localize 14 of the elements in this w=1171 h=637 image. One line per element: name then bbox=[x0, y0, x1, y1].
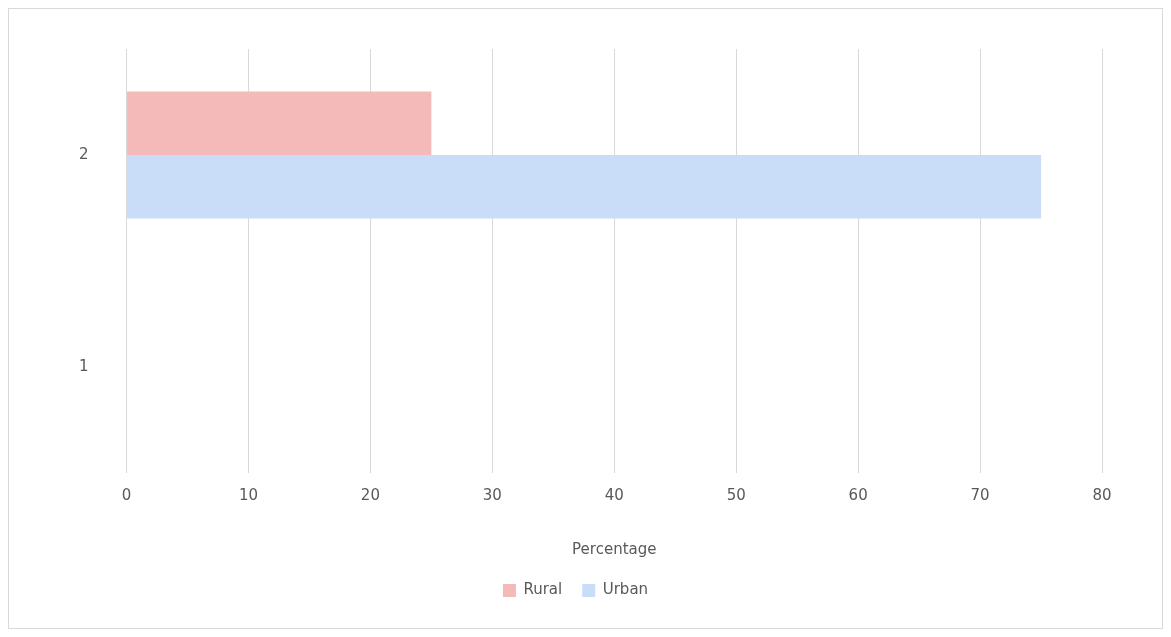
legend-label: Rural bbox=[523, 580, 563, 599]
legend-label: Urban bbox=[602, 580, 649, 599]
x-tick-label: 30 bbox=[482, 485, 502, 504]
x-tick-label: 60 bbox=[848, 485, 868, 504]
x-tick-label: 70 bbox=[970, 485, 990, 504]
x-tick-label: 40 bbox=[604, 485, 624, 504]
x-tick-label: 10 bbox=[238, 485, 259, 504]
x-tick-label: 20 bbox=[360, 485, 380, 504]
x-tick-label: 0 bbox=[121, 485, 132, 504]
y-tick-label: 1 bbox=[79, 356, 89, 375]
x-axis-title: Percentage bbox=[572, 539, 657, 558]
y-tick-label: 2 bbox=[79, 144, 89, 163]
x-tick-label: 50 bbox=[726, 485, 746, 504]
x-tick-label: 80 bbox=[1092, 485, 1112, 504]
